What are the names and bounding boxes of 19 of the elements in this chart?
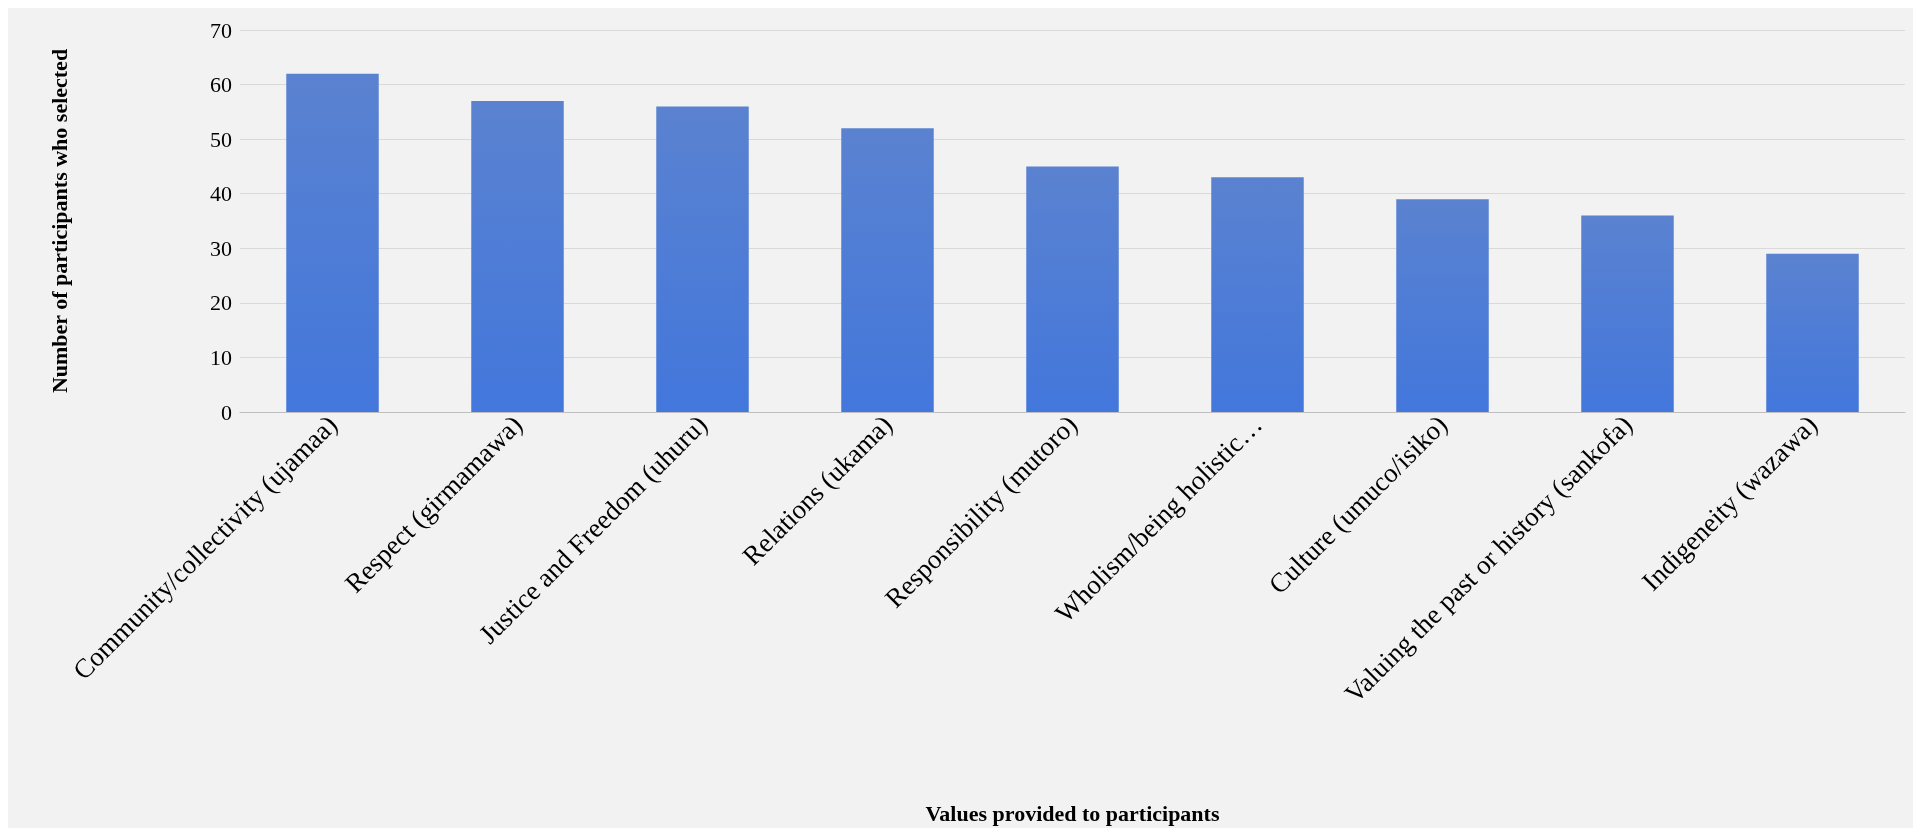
y-tick-label: 70 xyxy=(210,17,232,43)
y-tick-label: 60 xyxy=(210,72,232,98)
bar xyxy=(471,100,564,412)
bar xyxy=(1766,253,1859,412)
bar xyxy=(286,73,379,412)
y-tick-label: 10 xyxy=(210,344,232,370)
y-axis-title: Number of participants who selected xyxy=(46,48,72,394)
y-tick-label: 40 xyxy=(210,181,232,207)
y-tick-label: 0 xyxy=(221,399,232,425)
y-tick-label: 50 xyxy=(210,126,232,152)
y-tick-label: 20 xyxy=(210,290,232,316)
bar xyxy=(1211,177,1304,412)
x-axis-title: Values provided to participants xyxy=(925,800,1220,826)
bar xyxy=(1396,199,1489,412)
y-tick-label: 30 xyxy=(210,235,232,261)
bar xyxy=(841,128,934,412)
bar xyxy=(1581,215,1674,412)
bar xyxy=(656,106,749,412)
bar xyxy=(1026,166,1119,412)
